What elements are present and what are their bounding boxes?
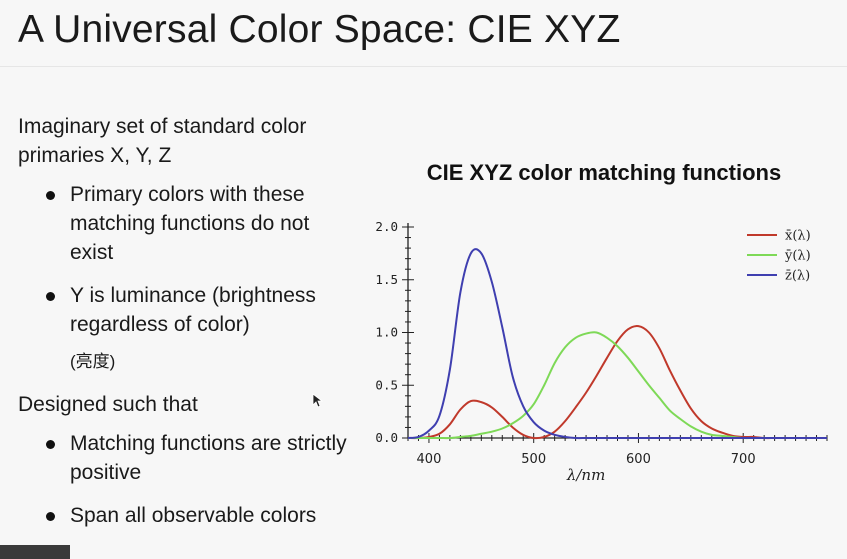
x-tick-label: 700 (731, 452, 756, 467)
design-text: Designed such that (18, 393, 198, 416)
y-tick-label: 2.0 (375, 219, 398, 234)
slide-content: Imaginary set of standard color primarie… (18, 112, 353, 544)
intro-text: Imaginary set of standard color primarie… (18, 115, 307, 167)
series-line (407, 325, 827, 440)
legend-label: ȳ(λ) (784, 249, 811, 264)
bullet-item: Primary colors with these matching funct… (18, 180, 353, 267)
title-divider (0, 66, 847, 67)
slide-title: A Universal Color Space: CIE XYZ (18, 8, 621, 51)
bullet-text: Primary colors with these matching funct… (70, 183, 310, 264)
chart-axes: 400 500 600 700 0.0 0.5 1.0 1.5 2.0 λ/nm (375, 219, 828, 484)
bullet-text: Matching functions are strictly positive (70, 432, 347, 484)
x-tick-label: 400 (417, 452, 442, 467)
chart-title: CIE XYZ color matching functions (426, 160, 782, 185)
x-tick-label: 500 (521, 452, 546, 467)
legend-label: z̄(λ) (785, 269, 810, 284)
y-tick-label: 0.5 (375, 377, 398, 392)
chart-lines (407, 248, 827, 440)
chart-legend: x̄(λ) ȳ(λ) z̄(λ) (747, 229, 811, 284)
luminance-note: (亮度) (70, 352, 116, 371)
mouse-cursor-icon (312, 393, 324, 408)
y-tick-label: 1.0 (375, 325, 398, 340)
bullet-text: Span all observable colors (70, 504, 317, 527)
x-tick-label: 600 (626, 452, 651, 467)
bullet-item: Y is luminance (brightness regardless of… (18, 281, 353, 376)
series-line (407, 248, 827, 440)
cmf-chart: 400 500 600 700 0.0 0.5 1.0 1.5 2.0 λ/nm x̄(λ) ȳ(λ… (375, 219, 828, 484)
taskbar-corner (0, 545, 70, 559)
y-tick-label: 0.0 (375, 430, 398, 445)
bullet-text: Y is luminance (brightness regardless of… (70, 284, 316, 336)
bullet-item: Span all observable colors (18, 501, 353, 530)
x-axis-label: λ/nm (566, 466, 605, 484)
bullet-list-design: Matching functions are strictly positive… (18, 429, 353, 530)
series-line (408, 331, 827, 440)
legend-label: x̄(λ) (785, 229, 811, 244)
y-tick-label: 1.5 (375, 272, 398, 287)
bullet-list-primaries: Primary colors with these matching funct… (18, 180, 353, 376)
bullet-item: Matching functions are strictly positive (18, 429, 353, 487)
